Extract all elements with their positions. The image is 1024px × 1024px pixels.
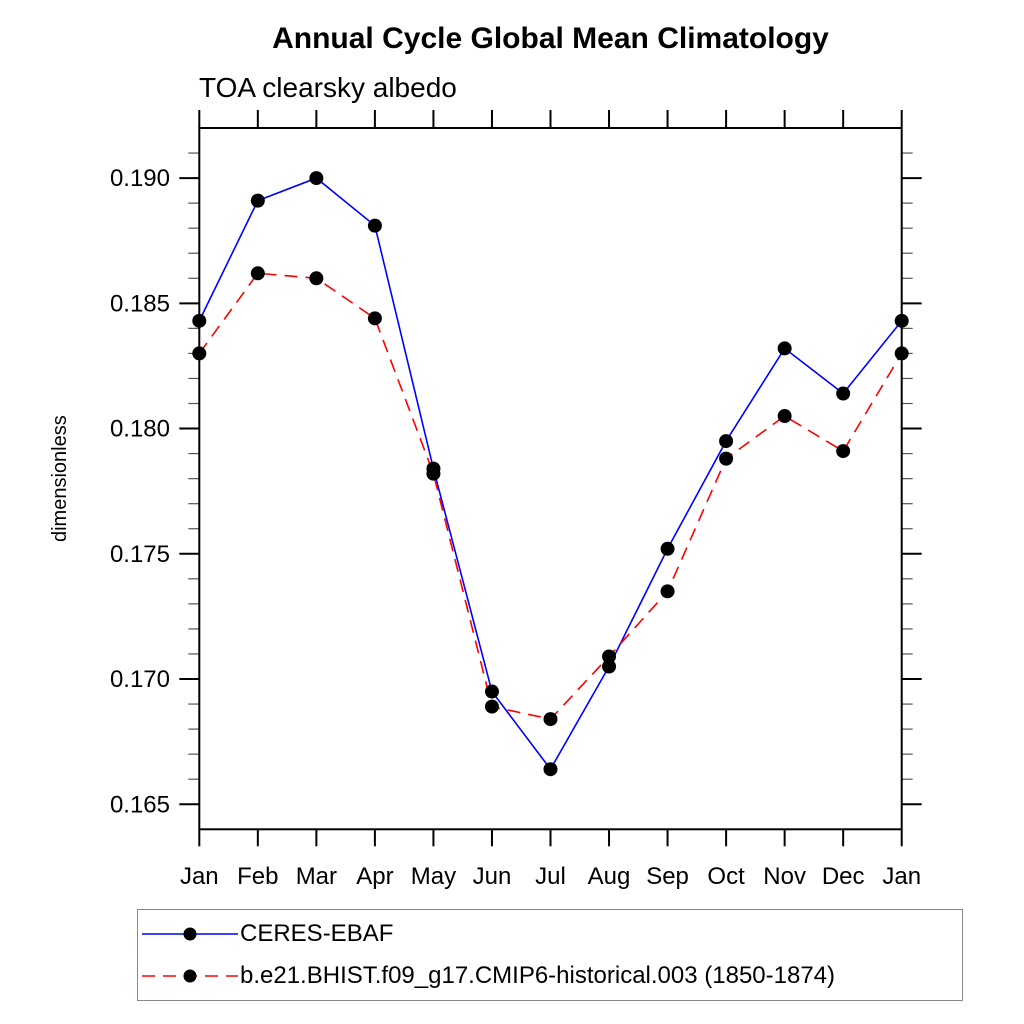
plot-frame xyxy=(198,127,903,831)
legend-label: CERES-EBAF xyxy=(240,920,394,947)
legend-item-model-run: b.e21.BHIST.f09_g17.CMIP6-historical.003… xyxy=(138,955,962,997)
data-point-series-1 xyxy=(602,649,617,664)
data-point-series-0 xyxy=(894,313,909,328)
legend-sample-marker xyxy=(183,969,197,983)
y-axis-label: dimensionless xyxy=(49,415,71,542)
x-tick-label: May xyxy=(411,863,456,890)
legend: CERES-EBAF b.e21.BHIST.f09_g17.CMIP6-his… xyxy=(137,909,963,1001)
data-point-series-1 xyxy=(250,266,265,281)
data-point-series-1 xyxy=(309,271,324,286)
x-tick-label: Feb xyxy=(237,863,278,890)
y-tick-label: 0.175 xyxy=(110,541,170,568)
data-point-series-0 xyxy=(367,218,382,233)
x-tick-label: Apr xyxy=(356,863,393,890)
data-point-series-1 xyxy=(894,346,909,361)
legend-sample-marker xyxy=(183,927,197,941)
data-point-series-1 xyxy=(426,466,441,481)
chart-subtitle: TOA clearsky albedo xyxy=(199,72,457,103)
data-point-series-0 xyxy=(602,659,617,674)
data-point-series-1 xyxy=(719,451,734,466)
data-point-series-1 xyxy=(836,444,851,459)
x-tick-label: Jul xyxy=(535,863,566,890)
series-line-0 xyxy=(198,177,903,771)
data-point-series-0 xyxy=(660,541,675,556)
data-point-series-0 xyxy=(543,762,558,777)
data-point-series-1 xyxy=(543,712,558,727)
legend-label: b.e21.BHIST.f09_g17.CMIP6-historical.003… xyxy=(240,962,836,989)
data-point-series-1 xyxy=(192,346,207,361)
y-tick-label: 0.165 xyxy=(110,791,170,818)
x-tick-label: Oct xyxy=(707,863,745,890)
data-point-series-0 xyxy=(309,171,324,186)
x-tick-label: Jan xyxy=(180,863,219,890)
x-tick-label: Dec xyxy=(822,863,865,890)
x-tick-label: Mar xyxy=(296,863,337,890)
data-point-series-0 xyxy=(719,434,734,449)
x-tick-label: Jan xyxy=(882,863,921,890)
data-point-series-0 xyxy=(192,313,207,328)
y-tick-label: 0.180 xyxy=(110,416,170,443)
chart-title: Annual Cycle Global Mean Climatology xyxy=(272,22,829,55)
x-tick-label: Jun xyxy=(473,863,512,890)
data-point-series-0 xyxy=(484,684,499,699)
series-line-1 xyxy=(198,272,903,720)
data-point-series-1 xyxy=(777,409,792,424)
y-tick-label: 0.185 xyxy=(110,290,170,317)
x-tick-label: Nov xyxy=(763,863,806,890)
x-tick-label: Sep xyxy=(646,863,689,890)
legend-line-sample-solid-icon xyxy=(142,927,238,941)
data-point-series-1 xyxy=(484,699,499,714)
legend-item-ceres-ebaf: CERES-EBAF xyxy=(138,913,962,955)
y-tick-label: 0.190 xyxy=(110,165,170,192)
legend-line-sample-dashed-icon xyxy=(142,969,238,983)
data-point-series-0 xyxy=(250,193,265,208)
data-point-series-0 xyxy=(777,341,792,356)
data-point-series-1 xyxy=(660,584,675,599)
data-point-series-1 xyxy=(367,311,382,326)
y-tick-label: 0.170 xyxy=(110,666,170,693)
data-point-series-0 xyxy=(836,386,851,401)
x-tick-label: Aug xyxy=(588,863,631,890)
